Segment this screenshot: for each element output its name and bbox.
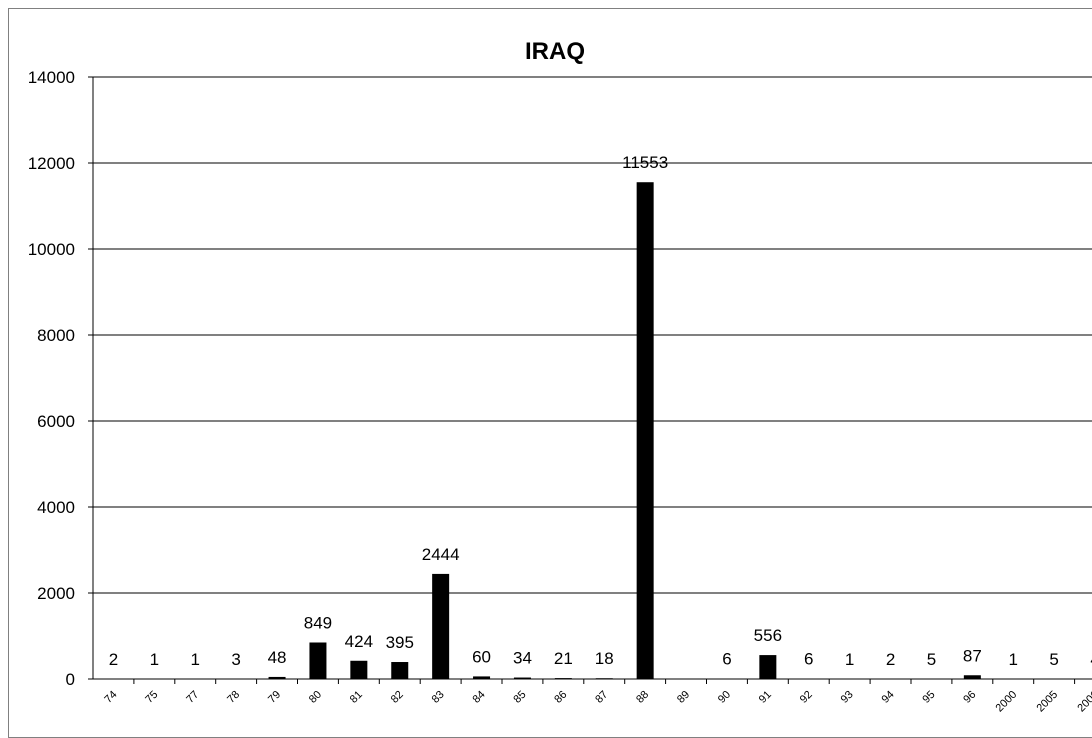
x-tick-label: 81 [348, 689, 365, 706]
data-label: 87 [963, 646, 982, 665]
x-tick-label: 94 [880, 689, 897, 706]
x-tick-label: 2006 [1075, 689, 1092, 715]
x-tick-label: 2005 [1034, 689, 1060, 715]
bar [595, 678, 613, 679]
data-label: 21 [554, 649, 573, 668]
x-tick-label: 88 [634, 689, 651, 706]
x-tick-label: 79 [266, 689, 283, 706]
x-tick-label: 2000 [994, 689, 1020, 715]
data-label: 11553 [622, 153, 668, 172]
bar [432, 573, 450, 679]
data-label: 5 [1049, 650, 1058, 669]
x-tick-label: 91 [757, 689, 774, 706]
bar [718, 678, 736, 680]
x-tick-label: 75 [143, 689, 160, 706]
x-tick-label: 92 [798, 689, 815, 706]
x-tick-label: 82 [389, 689, 406, 706]
data-label: 3 [231, 650, 240, 669]
data-label: 424 [345, 632, 373, 651]
y-tick-label: 6000 [37, 412, 75, 431]
bar [1045, 678, 1063, 680]
x-tick-label: 96 [961, 689, 978, 706]
x-tick-label: 77 [184, 689, 201, 706]
bar [350, 660, 368, 679]
bar [882, 678, 900, 680]
x-tick-label: 89 [675, 689, 692, 706]
data-label: 1 [1009, 650, 1018, 669]
y-tick-label: 2000 [37, 584, 75, 603]
bar [227, 678, 245, 680]
data-label: 18 [595, 649, 614, 668]
bar [1086, 678, 1092, 680]
data-label: 6 [804, 650, 813, 669]
bar [554, 678, 572, 679]
x-tick-label: 83 [430, 689, 447, 706]
x-tick-label: 87 [593, 689, 610, 706]
bar [759, 655, 777, 679]
bar [473, 676, 491, 679]
data-label: 849 [304, 613, 332, 632]
bar [391, 662, 409, 679]
y-tick-label: 12000 [28, 154, 75, 173]
x-tick-label: 84 [471, 689, 488, 706]
bar [922, 678, 940, 680]
y-tick-label: 0 [66, 670, 75, 689]
bar [268, 676, 286, 679]
x-tick-label: 86 [552, 689, 569, 706]
data-label: 6 [722, 650, 731, 669]
data-label: 556 [754, 626, 782, 645]
x-tick-label: 93 [839, 689, 856, 706]
x-tick-label: 80 [307, 689, 324, 706]
x-tick-label: 85 [511, 689, 528, 706]
data-label: 2 [109, 650, 118, 669]
bar [841, 678, 859, 680]
bar [1004, 678, 1022, 680]
bar [800, 678, 818, 680]
data-label: 34 [513, 649, 532, 668]
y-tick-label: 10000 [28, 240, 75, 259]
y-tick-label: 14000 [28, 68, 75, 87]
data-label: 2444 [422, 545, 460, 564]
bar [309, 642, 327, 679]
x-tick-label: 78 [225, 689, 242, 706]
bar [963, 675, 981, 679]
bar [513, 677, 531, 679]
x-tick-label: 95 [920, 689, 937, 706]
y-tick-label: 8000 [37, 326, 75, 345]
bar [636, 182, 654, 679]
data-label: 48 [268, 648, 287, 667]
bar [145, 678, 163, 680]
bar [104, 678, 122, 680]
data-label: 60 [472, 647, 491, 666]
data-label: 1 [150, 650, 159, 669]
chart-title: IRAQ [525, 38, 585, 65]
x-tick-label: 74 [102, 689, 119, 706]
data-label: 395 [386, 633, 414, 652]
data-label: 1 [191, 650, 200, 669]
x-tick-label: 90 [716, 689, 733, 706]
chart-frame [8, 8, 1092, 738]
data-label: 1 [845, 650, 854, 669]
y-tick-label: 4000 [37, 498, 75, 517]
data-label: 5 [927, 650, 936, 669]
bar [186, 678, 204, 680]
data-label: 4 [1090, 650, 1092, 669]
data-label: 2 [886, 650, 895, 669]
